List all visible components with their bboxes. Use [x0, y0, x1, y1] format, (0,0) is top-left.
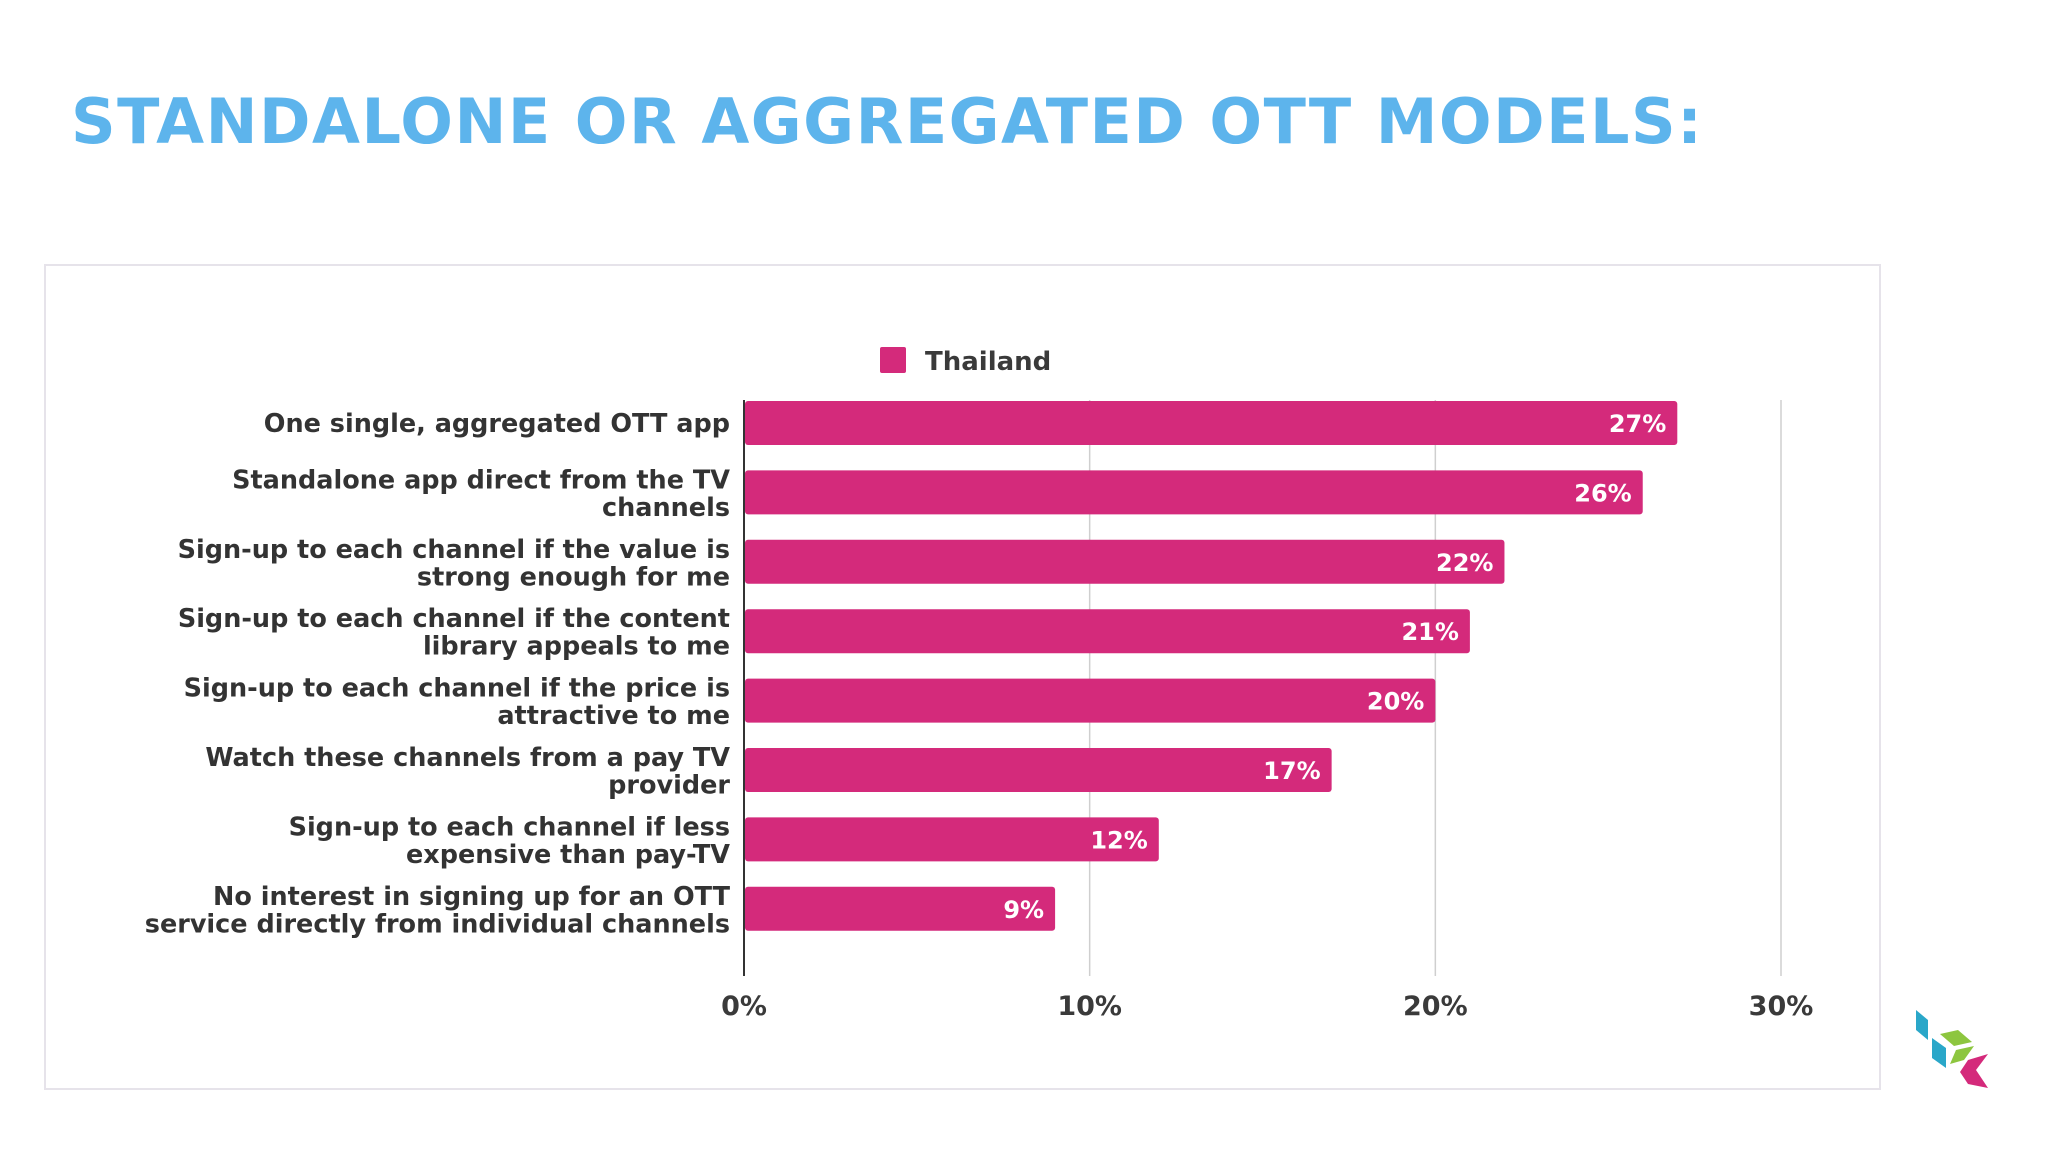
bar	[745, 401, 1678, 445]
bar	[745, 539, 1505, 584]
bar-value-label: 20%	[1367, 688, 1424, 716]
bar-chart: One single, aggregated OTT app Standalone…	[145, 347, 1813, 1022]
logo-shape-green	[1940, 1030, 1972, 1046]
legend: Thailand	[880, 347, 1051, 377]
category-label-line: service directly from individual channel…	[145, 909, 730, 939]
x-tick-label: 30%	[1749, 991, 1814, 1022]
company-logo-icon	[1916, 1010, 1988, 1088]
bar	[745, 817, 1159, 862]
bar-value-label: 27%	[1609, 410, 1666, 438]
bar-value-label: 21%	[1401, 618, 1458, 646]
category-label-line: Sign-up to each channel if the value is	[178, 535, 730, 565]
bar	[745, 886, 1056, 931]
category-label-line: One single, aggregated OTT app	[264, 409, 730, 439]
category-label-line: strong enough for me	[417, 562, 730, 592]
category-label-line: Standalone app direct from the TV	[232, 465, 730, 495]
x-tick-label: 10%	[1057, 991, 1122, 1022]
category-label-line: Sign-up to each channel if the content	[178, 604, 730, 634]
page-title: STANDALONE OR AGGREGATED OTT MODELS:	[71, 85, 1704, 158]
logo-shape-pink	[1960, 1054, 1988, 1088]
category-label-line: library appeals to me	[423, 632, 730, 662]
category-label: One single, aggregated OTT app	[264, 409, 730, 439]
bar-value-label: 26%	[1574, 479, 1631, 507]
category-label: No interest in signing up for an OTT serv…	[145, 882, 731, 940]
bars	[745, 401, 1678, 931]
category-label: Sign-up to each channel if the value is s…	[178, 535, 730, 593]
bar	[745, 470, 1643, 515]
x-axis-ticks: 0% 10% 20% 30%	[721, 991, 1813, 1022]
bar	[745, 748, 1332, 792]
value-labels: 27% 26% 22% 21% 20% 17% 12% 9%	[1003, 410, 1666, 924]
bar	[745, 678, 1436, 723]
bar-value-label: 9%	[1003, 896, 1044, 924]
category-label: Watch these channels from a pay TV provid…	[205, 743, 730, 801]
bar	[745, 609, 1470, 654]
bar-value-label: 12%	[1090, 826, 1147, 854]
category-label-line: Sign-up to each channel if the price is	[184, 674, 730, 704]
logo-shape-lime	[1950, 1046, 1974, 1064]
logo-shape-teal	[1932, 1038, 1946, 1068]
category-label-line: attractive to me	[497, 701, 730, 731]
bar-value-label: 17%	[1263, 757, 1320, 785]
category-label: Sign-up to each channel if the price is a…	[184, 674, 730, 732]
legend-label: Thailand	[925, 347, 1051, 377]
category-label-line: Watch these channels from a pay TV	[205, 743, 730, 773]
category-label-line: No interest in signing up for an OTT	[213, 882, 731, 912]
chart-frame: One single, aggregated OTT app Standalone…	[44, 264, 1881, 1090]
x-tick-label: 0%	[721, 991, 767, 1022]
category-label-line: provider	[608, 771, 730, 801]
legend-swatch	[880, 347, 906, 373]
category-label-line: channels	[602, 493, 730, 523]
category-label: Sign-up to each channel if less expensive…	[289, 812, 731, 870]
category-label-line: Sign-up to each channel if less	[289, 812, 730, 842]
bar-value-label: 22%	[1436, 549, 1493, 577]
logo-shape-blue	[1916, 1010, 1928, 1040]
category-label: Sign-up to each channel if the content li…	[178, 604, 730, 662]
category-label: Standalone app direct from the TV channel…	[232, 465, 730, 523]
category-labels: One single, aggregated OTT app Standalone…	[145, 409, 731, 939]
category-label-line: expensive than pay-TV	[406, 840, 730, 870]
x-tick-label: 20%	[1403, 991, 1468, 1022]
